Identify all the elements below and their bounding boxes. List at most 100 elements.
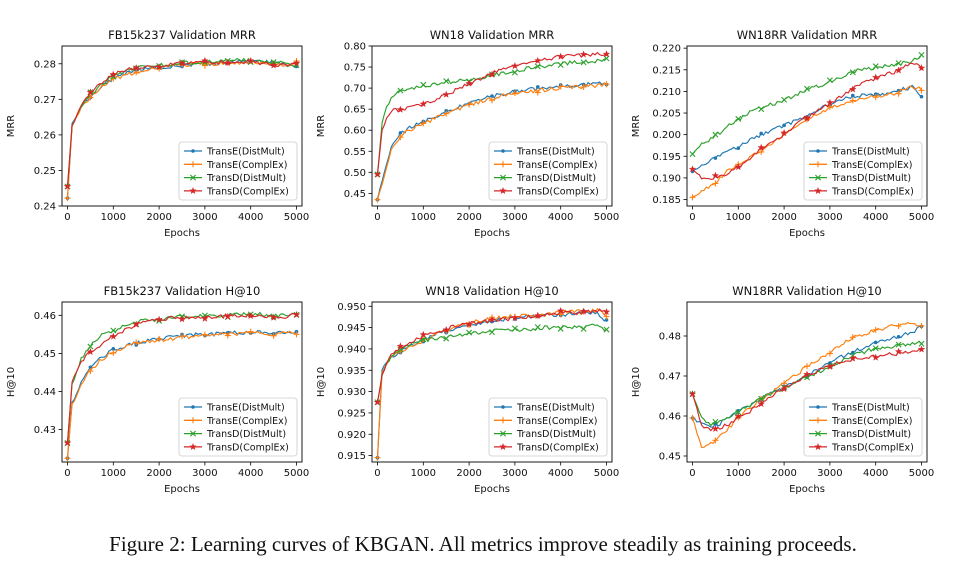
plot-frame: [371, 301, 613, 463]
legend-label: TransE(DistMult): [206, 147, 285, 158]
x-tick-label: 2000: [146, 212, 171, 223]
data-point: [758, 106, 765, 113]
data-point: [713, 156, 718, 160]
data-point: [178, 315, 186, 323]
data-point: [826, 362, 834, 370]
data-point: [781, 96, 788, 103]
data-point: [712, 131, 719, 138]
series-TransE(ComplEx): [374, 81, 610, 203]
y-axis-label: H@10: [631, 367, 642, 397]
data-point: [712, 437, 719, 444]
data-point: [110, 349, 117, 356]
data-point: [688, 165, 697, 173]
data-point: [849, 69, 856, 76]
data-point: [443, 110, 450, 117]
chart-panel-2: WN18 Validation MRR 0 1000 2000 3000 4000 5000…: [316, 28, 619, 239]
data-point: [443, 78, 450, 85]
x-tick-label: 4000: [548, 468, 573, 479]
data-point: [894, 66, 903, 74]
series-TransD(DistMult): [689, 51, 925, 158]
data-point: [224, 312, 232, 320]
data-point: [511, 69, 518, 76]
data-point: [804, 85, 810, 92]
series-TransD(ComplEx): [63, 56, 301, 190]
data-point: [734, 412, 743, 420]
data-point: [465, 79, 473, 87]
data-point: [780, 128, 788, 137]
data-point: [374, 454, 381, 461]
chart-title: FB15k237 Validation MRR: [108, 28, 256, 42]
data-point: [849, 97, 856, 104]
y-tick-label: 0.47: [659, 372, 681, 383]
x-tick-label: 4000: [863, 468, 888, 479]
data-point: [689, 415, 696, 421]
data-point: [782, 123, 786, 128]
legend-marker: [499, 442, 507, 451]
data-point: [734, 162, 743, 171]
data-point: [247, 328, 254, 335]
x-tick-label: 1000: [726, 468, 751, 479]
y-tick-label: 0.28: [34, 59, 56, 70]
data-point: [511, 61, 519, 70]
data-point: [851, 350, 855, 355]
data-point: [534, 63, 541, 70]
data-point: [849, 354, 857, 362]
data-point: [918, 340, 925, 347]
legend-label: TransD(DistMult): [516, 173, 596, 184]
data-point: [396, 105, 405, 113]
data-point: [373, 398, 382, 406]
legend: TransE(DistMult) TransE(ComplEx) TransD(Di…: [803, 397, 923, 457]
caption-prefix: Figure 2: Learning curves of: [109, 532, 355, 556]
data-point: [86, 88, 95, 96]
data-point: [602, 50, 611, 58]
legend-box: [488, 397, 608, 457]
series-TransD(ComplEx): [63, 310, 301, 447]
data-point: [292, 310, 301, 319]
data-point: [109, 332, 118, 340]
data-point: [398, 131, 403, 135]
x-tick-label: 3000: [502, 468, 527, 479]
y-tick-label: 0.80: [344, 42, 366, 53]
legend: TransE(DistMult) TransE(ComplEx) TransD(Di…: [178, 397, 298, 457]
legend-label: TransD(ComplEx): [206, 186, 289, 197]
x-tick-label: 5000: [284, 468, 309, 479]
legend-marker: [190, 417, 196, 424]
data-point: [420, 81, 427, 88]
legend-label: TransE(DistMult): [516, 403, 595, 414]
x-tick-label: 3000: [817, 212, 842, 223]
data-point: [872, 63, 879, 70]
data-point: [604, 318, 609, 322]
y-tick-label: 0.915: [337, 451, 366, 462]
legend-label: TransD(ComplEx): [206, 442, 289, 453]
y-tick-label: 0.24: [34, 202, 56, 213]
x-tick-label: 4000: [863, 212, 888, 223]
caption-suffix: . All metrics improve steadily as traini…: [429, 532, 857, 556]
data-point: [849, 334, 856, 341]
y-tick-label: 0.215: [652, 65, 681, 76]
data-point: [397, 87, 404, 94]
data-point: [895, 60, 902, 67]
data-point: [711, 424, 720, 433]
data-point: [269, 313, 278, 321]
data-point: [758, 395, 765, 402]
plot-frame: [686, 45, 928, 207]
data-point: [466, 329, 473, 336]
data-point: [803, 370, 811, 378]
series-TransD(ComplEx): [373, 306, 611, 406]
legend-label: TransD(DistMult): [206, 429, 286, 440]
caption-model-name: KBGAN: [354, 532, 430, 556]
legend-label: TransE(ComplEx): [516, 160, 598, 171]
x-axis-label: Epochs: [474, 484, 510, 495]
data-point: [804, 363, 810, 370]
data-point: [87, 343, 94, 350]
series-TransD(ComplEx): [373, 50, 611, 178]
data-point: [374, 196, 381, 203]
x-tick-label: 5000: [284, 212, 309, 223]
data-point: [133, 69, 140, 76]
data-point: [201, 331, 208, 338]
x-tick-label: 5000: [909, 468, 934, 479]
legend-label: TransD(DistMult): [831, 429, 911, 440]
y-tick-label: 0.50: [344, 168, 366, 179]
data-point: [178, 59, 186, 67]
x-tick-label: 0: [374, 212, 380, 223]
